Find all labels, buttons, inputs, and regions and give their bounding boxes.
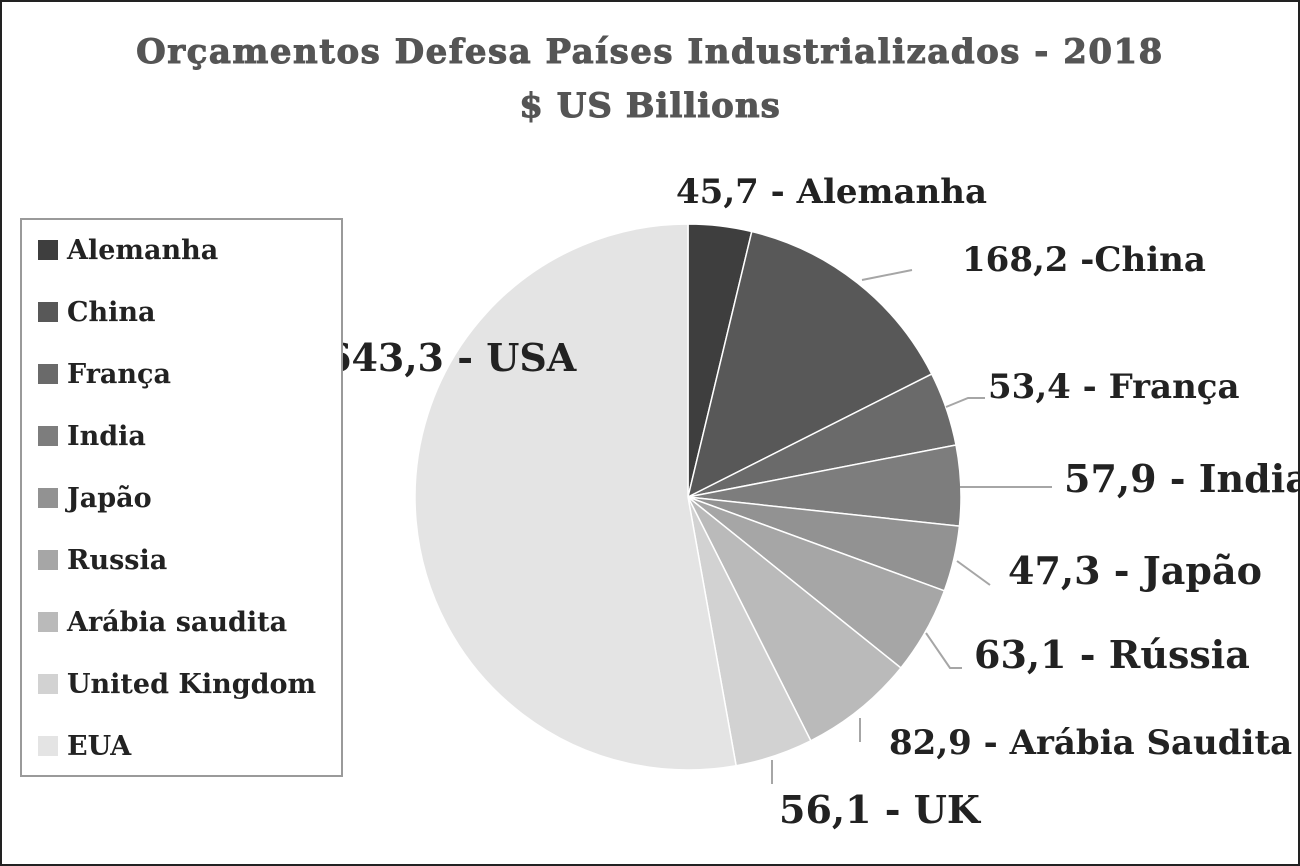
leader-line-franca [945, 397, 985, 408]
legend-swatch [38, 674, 58, 694]
leader-line-russia [925, 632, 962, 669]
pie-slice-eua [414, 223, 737, 771]
legend-label: França [67, 358, 171, 390]
data-label-franca: 53,4 - França [988, 367, 1240, 407]
data-label-china: 168,2 -China [962, 240, 1206, 280]
slice-labels: 45,7 - Alemanha 168,2 -China 53,4 - França… [325, 172, 1300, 832]
legend-label: India [67, 420, 146, 452]
legend-label: United Kingdom [67, 668, 317, 700]
data-label-russia: 63,1 - Rússia [974, 632, 1250, 677]
legend: Alemanha China França India Japão Russia Arábi… [20, 218, 343, 777]
legend-label: Russia [67, 544, 168, 576]
leader-line-china [861, 269, 913, 281]
legend-swatch [38, 612, 58, 632]
leader-line-japao [956, 560, 991, 586]
legend-item-united-kingdom: United Kingdom [38, 666, 316, 702]
legend-swatch [38, 364, 58, 384]
legend-item-alemanha: Alemanha [38, 232, 218, 268]
legend-label: Japão [67, 482, 152, 514]
legend-label: EUA [67, 730, 132, 762]
legend-swatch [38, 426, 58, 446]
pie-slices [414, 223, 962, 771]
legend-item-eua: EUA [38, 728, 131, 764]
legend-label: Alemanha [67, 234, 219, 266]
pie-slice-arabia-saudita [687, 496, 902, 742]
leader-lines [771, 269, 1052, 784]
legend-swatch [38, 302, 58, 322]
data-label-arabia-saudita: 82,9 - Arábia Saudita [889, 723, 1292, 763]
legend-item-japao: Japão [38, 480, 152, 516]
legend-swatch [38, 240, 58, 260]
data-label-india: 57,9 - India [1064, 456, 1300, 501]
data-label-japao: 47,3 - Japão [1008, 548, 1262, 593]
data-label-united-kingdom: 56,1 - UK [779, 787, 982, 832]
legend-item-china: China [38, 294, 156, 330]
chart-title: Orçamentos Defesa Países Industrializado… [136, 32, 1164, 73]
legend-swatch [38, 736, 58, 756]
legend-swatch [38, 488, 58, 508]
chart-subtitle: $ US Billions [519, 86, 781, 127]
legend-item-franca: França [38, 356, 171, 392]
legend-item-india: India [38, 418, 146, 454]
legend-item-arabia-saudita: Arábia saudita [38, 604, 287, 640]
pie-slice-china [686, 230, 933, 499]
legend-swatch [38, 550, 58, 570]
legend-label: Arábia saudita [67, 606, 288, 638]
legend-label: China [67, 296, 156, 328]
data-label-alemanha: 45,7 - Alemanha [676, 172, 987, 212]
legend-item-russia: Russia [38, 542, 167, 578]
data-label-eua: 643,3 - USA [325, 335, 577, 380]
